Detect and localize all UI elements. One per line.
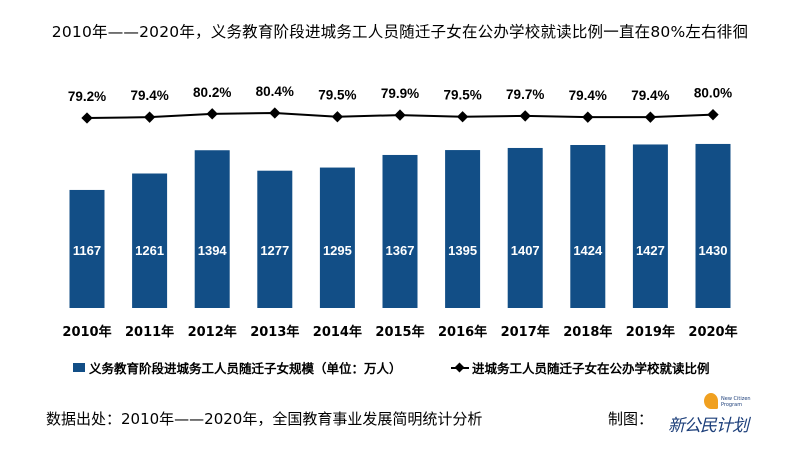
ratio-value-label: 79.5% xyxy=(318,88,356,103)
ratio-value-label: 79.4% xyxy=(130,88,168,103)
legend-swatch-line xyxy=(451,363,469,373)
legend-swatch-bar xyxy=(73,363,85,372)
x-tick-label: 2017年 xyxy=(501,324,550,340)
legend-label-bar: 义务教育阶段进城务工人员随迁子女规模（单位：万人） xyxy=(89,361,402,376)
ginkgo-leaf-icon xyxy=(704,393,718,409)
ratio-value-label: 79.9% xyxy=(381,86,419,101)
legend-item-line: 进城务工人员随迁子女在公办学校就读比例 xyxy=(451,358,710,377)
ratio-value-label: 79.2% xyxy=(68,89,106,104)
ratio-point xyxy=(644,111,657,123)
bar-value-label: 1424 xyxy=(573,243,603,258)
x-tick-label: 2014年 xyxy=(313,324,362,340)
ratio-point xyxy=(707,109,719,121)
legend-item-bar: 义务教育阶段进城务工人员随迁子女规模（单位：万人） xyxy=(73,358,402,377)
bar-value-label: 1167 xyxy=(73,243,101,258)
bar xyxy=(695,143,731,308)
ratio-point xyxy=(582,111,594,123)
legend-label-line: 进城务工人员随迁子女在公办学校就读比例 xyxy=(472,361,710,376)
bar-value-label: 1430 xyxy=(699,243,728,258)
ratio-value-label: 79.7% xyxy=(506,87,544,102)
bar xyxy=(445,150,481,308)
bar-value-label: 1427 xyxy=(636,243,665,258)
ratio-point xyxy=(394,109,406,121)
ratio-point xyxy=(456,111,469,123)
bar xyxy=(570,144,606,308)
new-citizen-logo: New Citizen Program 新公民计划 xyxy=(668,393,754,437)
ratio-point xyxy=(206,108,218,120)
bar xyxy=(507,147,543,308)
bar xyxy=(257,170,293,308)
bar-value-label: 1407 xyxy=(511,243,540,258)
logo-en: New Citizen Program xyxy=(721,396,751,408)
x-tick-label: 2012年 xyxy=(188,324,237,340)
ratio-value-label: 79.4% xyxy=(569,88,607,103)
data-source: 数据出处：2010年——2020年，全国教育事业发展简明统计分析 xyxy=(46,410,483,428)
bar xyxy=(194,150,230,308)
bar xyxy=(382,154,418,308)
bar-value-label: 1394 xyxy=(198,243,228,258)
ratio-value-label: 80.0% xyxy=(694,86,732,101)
x-tick-label: 2018年 xyxy=(563,324,612,340)
bar-value-label: 1277 xyxy=(260,243,289,258)
ratio-point xyxy=(269,107,281,119)
ratio-value-label: 80.4% xyxy=(256,84,294,99)
bar xyxy=(319,167,355,308)
x-tick-label: 2015年 xyxy=(375,324,424,340)
ratio-value-label: 79.5% xyxy=(443,88,481,103)
chart-area: 1167 2010年 1261 2011年 1394 2012年 1277 2013年 1295… xyxy=(62,84,737,340)
x-tick-label: 2016年 xyxy=(438,324,487,340)
bar-value-label: 1295 xyxy=(323,243,352,258)
ratio-point xyxy=(519,110,531,122)
bar-value-label: 1395 xyxy=(448,243,477,258)
x-tick-label: 2019年 xyxy=(626,324,675,340)
ratio-point xyxy=(81,112,93,124)
bar xyxy=(69,189,105,308)
x-tick-label: 2020年 xyxy=(688,324,737,340)
credit-label: 制图： xyxy=(608,410,654,428)
ratio-value-label: 80.2% xyxy=(193,85,231,100)
ratio-value-label: 79.4% xyxy=(631,88,669,103)
ratio-point xyxy=(143,111,156,123)
x-tick-label: 2010年 xyxy=(62,324,111,340)
logo-text: 新公民计划 xyxy=(668,416,749,436)
bar-value-label: 1261 xyxy=(135,243,164,258)
bar xyxy=(132,173,168,308)
x-tick-label: 2011年 xyxy=(125,324,174,340)
x-tick-label: 2013年 xyxy=(250,324,299,340)
bar-value-label: 1367 xyxy=(386,243,415,258)
bar xyxy=(632,144,668,308)
ratio-point xyxy=(331,111,344,123)
chart-title: 2010年——2020年，义务教育阶段进城务工人员随迁子女在公办学校就读比例一直… xyxy=(51,23,749,41)
